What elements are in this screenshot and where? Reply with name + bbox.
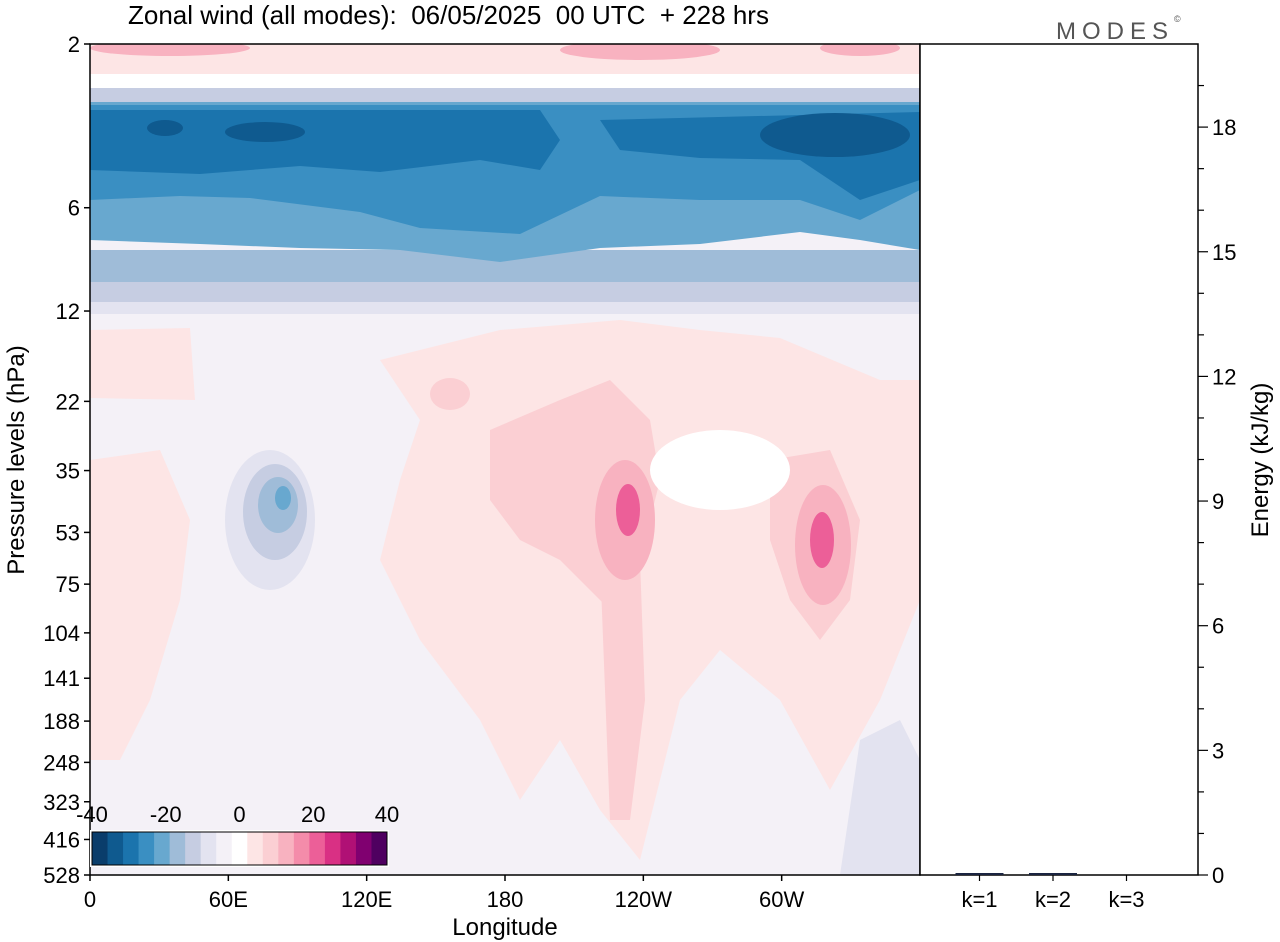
y-tick-label: 22 <box>56 389 80 414</box>
y-tick-label: 2 <box>68 32 80 57</box>
y-tick-label: 416 <box>43 827 80 852</box>
colorbar-swatch <box>324 832 341 865</box>
colorbar-tick-label: 0 <box>233 802 245 827</box>
energy-tick-label: 15 <box>1212 240 1236 265</box>
colorbar-ticks: -40 -20 0 20 40 <box>76 802 399 827</box>
colorbar-swatch <box>262 832 279 865</box>
colorbar-tick-label: 20 <box>301 802 325 827</box>
energy-tick-label: 12 <box>1212 364 1236 389</box>
colorbar-tick-label: -20 <box>150 802 182 827</box>
energy-axis-label: Energy (kJ/kg) <box>1247 383 1274 538</box>
zonal-wind-field <box>90 44 920 875</box>
energy-bars <box>955 873 1077 875</box>
longitude-axis: 0 60E 120E 180 120W 60W <box>84 875 805 912</box>
colorbar-swatch <box>216 832 233 865</box>
colorbar-swatch <box>309 832 326 865</box>
x-tick-label: 60E <box>209 887 248 912</box>
energy-tick-label: 3 <box>1212 738 1224 763</box>
y-tick-label: 188 <box>43 709 80 734</box>
colorbar-swatch <box>154 832 171 865</box>
chart-title: Zonal wind (all modes): 06/05/2025 00 UT… <box>128 0 769 30</box>
y-tick-label: 323 <box>43 790 80 815</box>
colorbar-swatch <box>247 832 264 865</box>
energy-tick-label: 18 <box>1212 115 1236 140</box>
colorbar-swatch <box>340 832 357 865</box>
x-tick-label: 180 <box>487 887 524 912</box>
y-tick-label: 12 <box>56 299 80 324</box>
energy-bar <box>1029 873 1077 875</box>
y-tick-label: 528 <box>43 863 80 888</box>
colorbar <box>90 830 389 867</box>
colorbar-swatch <box>278 832 295 865</box>
energy-tick-label: 6 <box>1212 614 1224 639</box>
modes-logo-text: MODES <box>1056 18 1175 45</box>
wavenumber-tick-label: k=2 <box>1035 887 1071 912</box>
copyright-mark: © <box>1174 14 1181 24</box>
colorbar-frame <box>91 831 388 866</box>
y-tick-label: 75 <box>56 572 80 597</box>
y-tick-label: 248 <box>43 750 80 775</box>
pressure-axis: 2 6 12 22 35 53 75 104 141 188 248 323 416 528 <box>43 32 90 888</box>
colorbar-swatch <box>293 832 310 865</box>
x-axis-label: Longitude <box>452 914 557 941</box>
wavenumber-axis: k=1 k=2 k=3 <box>961 875 1145 912</box>
y-tick-label: 6 <box>68 196 80 221</box>
colorbar-swatch <box>169 832 186 865</box>
y-tick-label: 53 <box>56 520 80 545</box>
energy-axis: 0 3 6 9 12 15 18 <box>1198 84 1236 888</box>
colorbar-swatch <box>371 832 388 865</box>
x-tick-label: 0 <box>84 887 96 912</box>
colorbar-swatch <box>355 832 372 865</box>
modes-logo: MODES© <box>1056 14 1181 46</box>
colorbar-swatch <box>200 832 217 865</box>
energy-tick-label: 0 <box>1212 863 1224 888</box>
colorbar-swatch <box>107 832 124 865</box>
colorbar-tick-label: -40 <box>76 802 108 827</box>
colorbar-swatch <box>92 832 109 865</box>
y-tick-label: 35 <box>56 459 80 484</box>
wavenumber-tick-label: k=3 <box>1108 887 1144 912</box>
y-tick-label: 104 <box>43 621 80 646</box>
x-tick-label: 120W <box>615 887 673 912</box>
colorbar-swatch <box>185 832 202 865</box>
y-tick-label: 141 <box>43 666 80 691</box>
y-axis-label: Pressure levels (hPa) <box>3 345 30 574</box>
x-tick-label: 120E <box>341 887 392 912</box>
colorbar-swatch <box>138 832 155 865</box>
energy-tick-label: 9 <box>1212 489 1224 514</box>
colorbar-swatch <box>231 832 248 865</box>
energy-bar <box>955 873 1004 875</box>
wavenumber-tick-label: k=1 <box>961 887 997 912</box>
energy-panel <box>919 43 1199 876</box>
colorbar-tick-label: 40 <box>375 802 399 827</box>
x-tick-label: 60W <box>759 887 804 912</box>
colorbar-swatch <box>123 832 140 865</box>
